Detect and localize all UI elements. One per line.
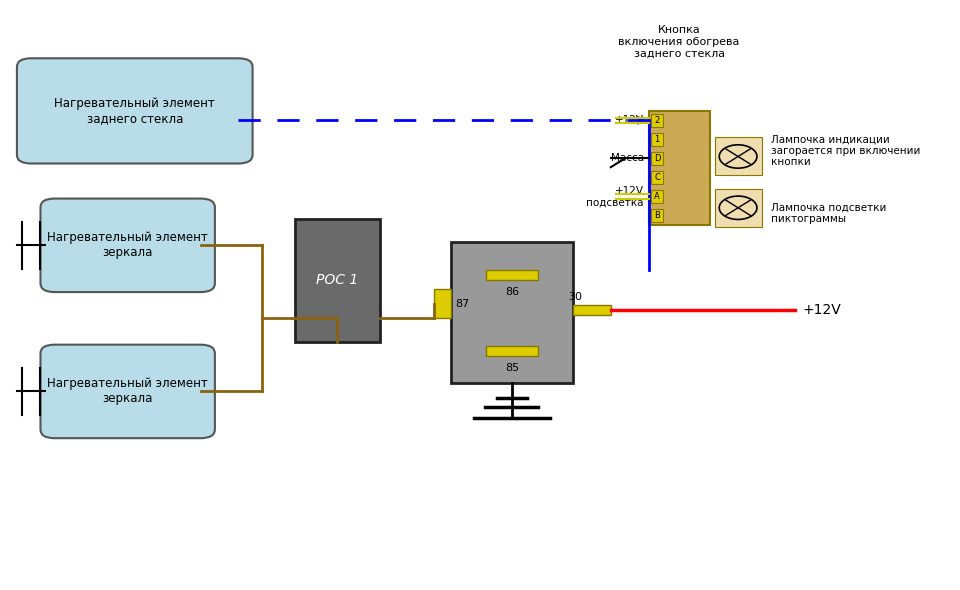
Text: 30: 30 xyxy=(568,292,583,302)
Text: РОС 1: РОС 1 xyxy=(316,273,359,287)
Text: Лампочка индикации
загорается при включении
кнопки: Лампочка индикации загорается при включе… xyxy=(771,134,921,167)
Bar xyxy=(486,270,538,280)
Bar xyxy=(649,111,709,225)
Text: Нагревательный элемент
заднего стекла: Нагревательный элемент заднего стекла xyxy=(55,97,215,125)
Bar xyxy=(652,152,662,165)
Text: 85: 85 xyxy=(505,363,519,373)
Bar xyxy=(434,289,450,319)
Bar xyxy=(573,305,611,316)
Bar xyxy=(652,133,662,146)
Text: B: B xyxy=(654,211,660,220)
Bar xyxy=(714,137,761,175)
Text: Нагревательный элемент
зеркала: Нагревательный элемент зеркала xyxy=(47,231,208,260)
Text: 2: 2 xyxy=(655,116,660,125)
FancyBboxPatch shape xyxy=(40,199,215,292)
Bar xyxy=(652,114,662,127)
Text: Кнопка
включения обогрева
заднего стекла: Кнопка включения обогрева заднего стекла xyxy=(618,25,740,58)
Bar xyxy=(714,189,761,227)
Bar xyxy=(652,190,662,203)
FancyBboxPatch shape xyxy=(40,345,215,438)
FancyBboxPatch shape xyxy=(17,58,252,163)
Text: 1: 1 xyxy=(655,135,660,144)
Text: Лампочка подсветки
пиктограммы: Лампочка подсветки пиктограммы xyxy=(771,203,886,224)
Text: D: D xyxy=(654,154,660,163)
Text: 86: 86 xyxy=(505,287,519,297)
Bar xyxy=(295,219,380,342)
Bar xyxy=(450,242,573,383)
Text: +12V: +12V xyxy=(614,116,644,126)
Text: A: A xyxy=(654,192,660,201)
Bar xyxy=(486,346,538,356)
Text: C: C xyxy=(654,173,660,182)
Text: Нагревательный элемент
зеркала: Нагревательный элемент зеркала xyxy=(47,378,208,405)
Text: 87: 87 xyxy=(455,299,469,309)
Bar xyxy=(652,209,662,222)
Text: +12V
подсветка: +12V подсветка xyxy=(587,186,644,207)
Bar xyxy=(652,171,662,184)
Text: +12V: +12V xyxy=(803,303,841,317)
Text: Масса: Масса xyxy=(611,153,644,163)
